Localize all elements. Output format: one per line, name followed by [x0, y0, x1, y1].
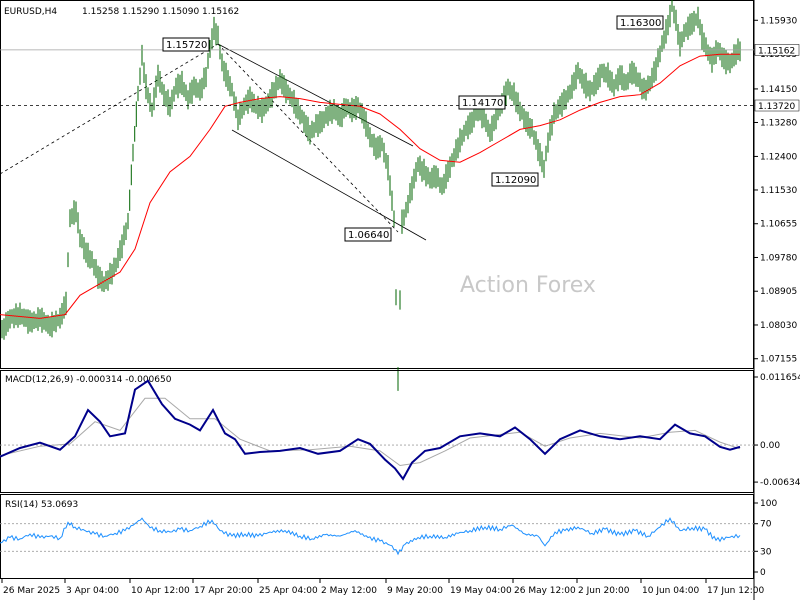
annotation-low-1: 1.06640 — [344, 227, 392, 242]
x-tick-label: 10 Jun 04:00 — [642, 586, 699, 596]
annotation-low-2-box — [491, 172, 539, 187]
price-y-axis: 1.159301.150551.141501.132801.124001.115… — [754, 16, 797, 365]
rsi-y-tick-label: 100 — [760, 499, 777, 509]
price-y-tick-label: 1.11530 — [760, 186, 797, 196]
current-price-tag: 1.15162 — [754, 44, 800, 56]
channel-midline-dashed — [217, 43, 399, 233]
x-tick-label: 2 May 12:00 — [321, 586, 377, 596]
moving-average-line — [0, 53, 740, 319]
x-tick-label: 17 Jun 12:00 — [707, 586, 764, 596]
macd-y-tick-label: 0.00 — [760, 441, 780, 451]
price-high-value: 1.15290 — [122, 7, 159, 17]
price-low-value: 1.15090 — [162, 7, 199, 17]
price-close-value: 1.15162 — [202, 7, 239, 17]
macd-panel-border — [0, 370, 754, 493]
price-open-value: 1.15258 — [82, 7, 119, 17]
x-tick-label: 26 Mar 2025 — [3, 586, 60, 596]
price-y-tick-label: 1.14150 — [760, 85, 797, 95]
price-y-tick-label: 1.09780 — [760, 253, 797, 263]
price-y-tick-label: 1.15930 — [760, 16, 797, 26]
rsi-y-axis: 100 70 30 0 — [754, 499, 777, 578]
current-price-tag-box — [754, 44, 800, 56]
support-level-tag-box — [754, 99, 800, 112]
annotation-high-3-box — [616, 15, 664, 30]
x-axis: 26 Mar 2025 3 Apr 04:00 10 Apr 12:00 17 Apr… — [1, 579, 764, 596]
annotation-high-1-label: 1.15720 — [166, 40, 207, 51]
rsi-y-tick-label: 0 — [760, 568, 766, 578]
price-y-tick-label: 1.08030 — [760, 321, 797, 331]
rsi-title: RSI(14) 53.0693 — [5, 500, 78, 510]
price-y-tick-label: 1.10655 — [760, 220, 797, 230]
annotation-high-3-label: 1.16300 — [620, 18, 661, 29]
annotation-high-1: 1.15720 — [162, 37, 210, 52]
rsi-panel-border — [0, 494, 754, 579]
price-y-tick-label: 1.12400 — [760, 152, 797, 162]
macd-signal-line — [0, 397, 741, 467]
x-tick-label: 17 Apr 20:00 — [194, 586, 253, 596]
watermark: Action Forex — [460, 273, 596, 298]
rsi-panel: RSI(14) 53.0693 100 70 30 0 — [0, 494, 777, 579]
x-tick-label: 2 Jun 20:00 — [578, 586, 630, 596]
channel-line-upper — [217, 43, 414, 147]
support-level-tag-label: 1.13720 — [758, 102, 795, 112]
rsi-y-tick-label: 30 — [760, 547, 772, 557]
price-y-tick-label: 1.08905 — [760, 287, 797, 297]
rsi-y-tick-label: 70 — [760, 520, 772, 530]
annotation-high-2: 1.14170 — [458, 95, 506, 110]
price-y-tick-label: 1.13280 — [760, 118, 797, 128]
annotation-high-2-label: 1.14170 — [462, 98, 503, 109]
price-annotations: 1.15720 1.06640 1.14170 1.12090 1.16300 — [162, 15, 664, 242]
annotation-low-2-label: 1.12090 — [495, 175, 536, 186]
support-level-tag: 1.13720 — [754, 99, 800, 112]
macd-line — [0, 379, 741, 481]
rsi-line — [0, 517, 741, 556]
trend-line-dashed — [0, 43, 219, 175]
current-price-tag-label: 1.15162 — [758, 46, 795, 56]
annotation-low-2: 1.12090 — [491, 172, 539, 187]
annotation-high-3: 1.16300 — [616, 15, 664, 30]
annotation-low-1-box — [344, 227, 392, 242]
macd-title: MACD(12,26,9) -0.000314 -0.000650 — [5, 375, 172, 385]
x-tick-label: 10 Apr 12:00 — [131, 586, 190, 596]
macd-y-tick-label: 0.011654 — [760, 373, 800, 383]
macd-y-axis: 0.011654 0.00 -0.006345 — [754, 373, 800, 488]
annotation-high-1-box — [162, 37, 210, 52]
price-bars — [1, 0, 741, 391]
price-title: EURUSD,H4 — [4, 7, 57, 17]
macd-y-tick-label: -0.006345 — [760, 478, 800, 488]
x-tick-label: 26 May 12:00 — [514, 586, 576, 596]
annotation-low-1-label: 1.06640 — [348, 230, 389, 241]
x-tick-label: 25 Apr 04:00 — [259, 586, 318, 596]
annotation-high-2-box — [458, 95, 506, 110]
x-tick-label: 3 Apr 04:00 — [66, 586, 119, 596]
price-y-tick-label: 1.07155 — [760, 355, 797, 365]
macd-panel: MACD(12,26,9) -0.000314 -0.000650 0.0116… — [0, 370, 800, 493]
x-tick-label: 19 May 04:00 — [450, 586, 512, 596]
x-tick-label: 9 May 20:00 — [387, 586, 443, 596]
